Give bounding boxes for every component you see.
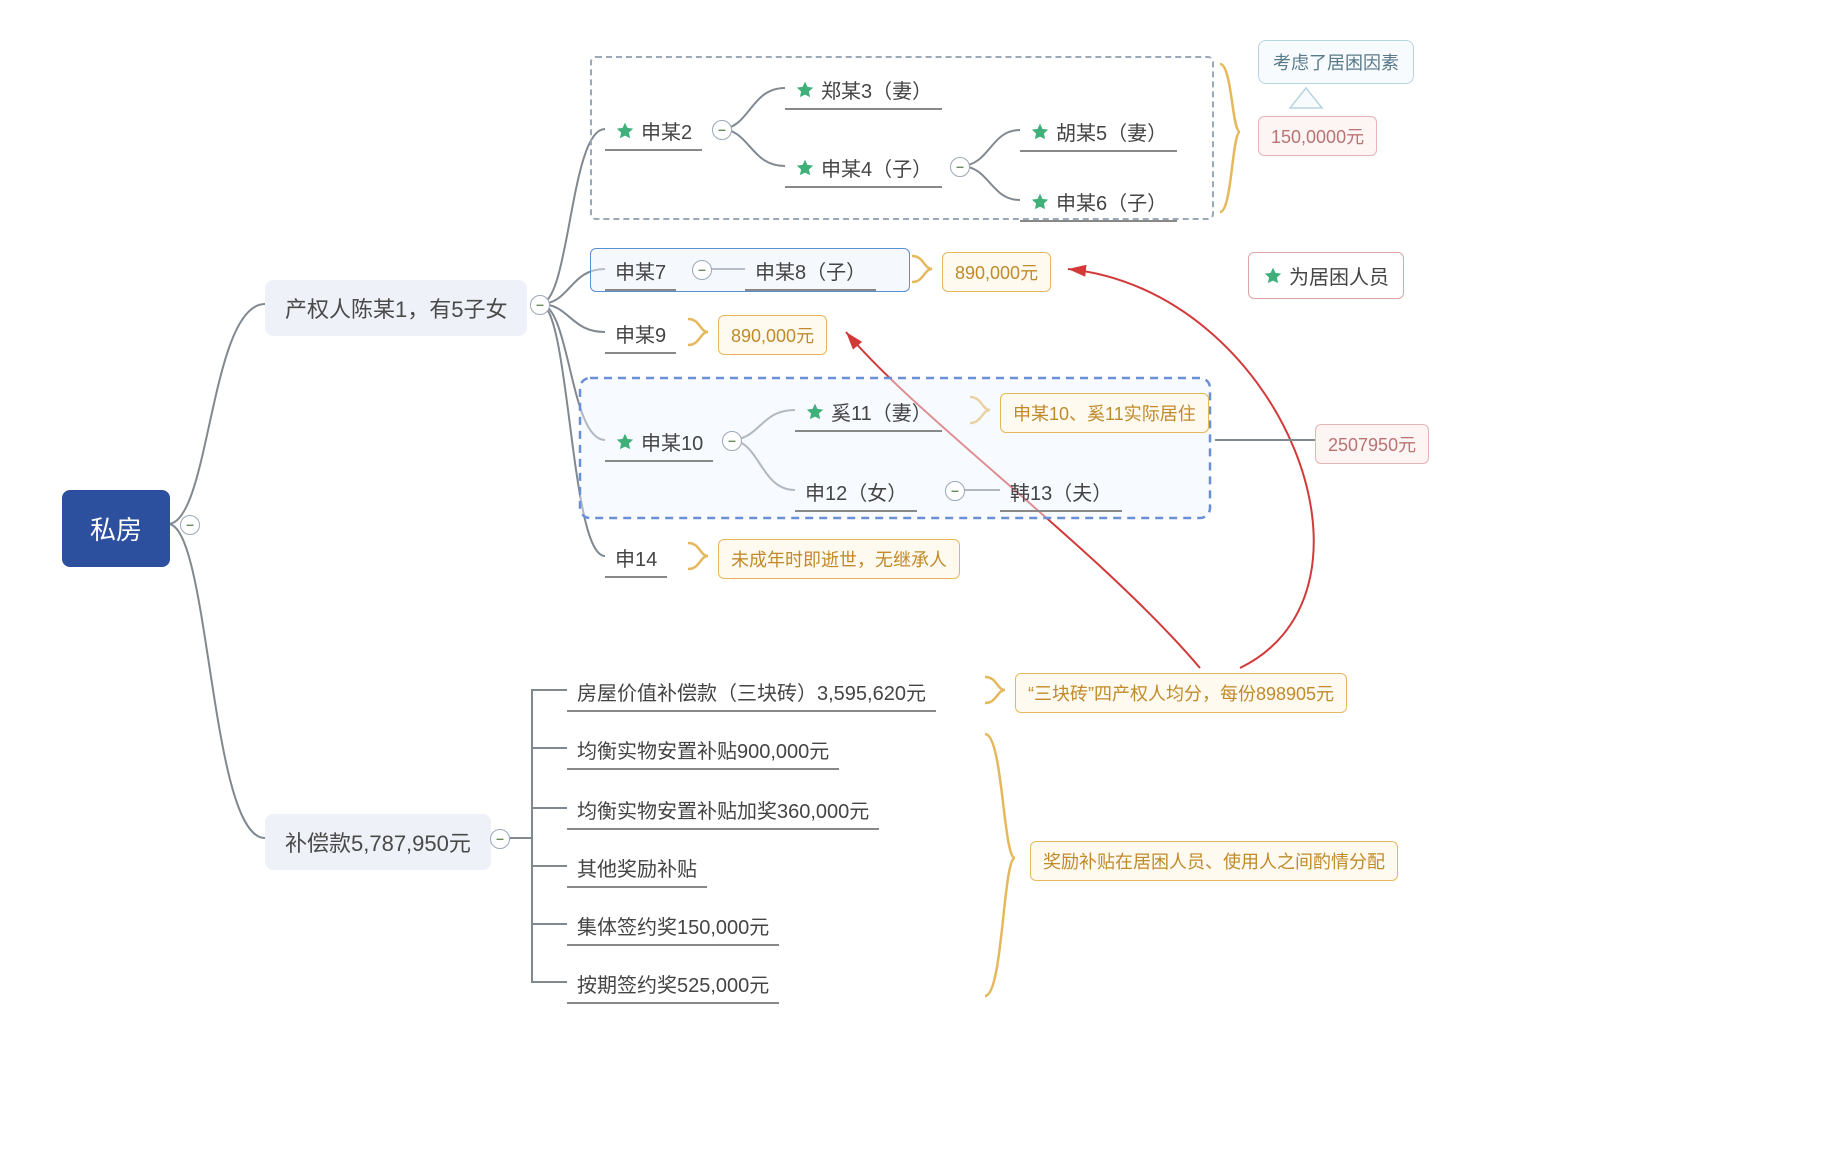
star-icon — [1030, 192, 1050, 212]
root-label: 私房 — [90, 510, 142, 547]
label: 未成年时即逝世，无继承人 — [731, 546, 947, 572]
label: 890,000元 — [731, 322, 814, 348]
collapse-owner[interactable] — [530, 295, 550, 315]
comp-branch[interactable]: 补偿款5,787,950元 — [265, 814, 491, 870]
collapse-shen12[interactable] — [945, 481, 965, 501]
collapse-shen10[interactable] — [722, 431, 742, 451]
comp-note-2: 奖励补贴在居困人员、使用人之间酌情分配 — [1030, 841, 1398, 881]
node-shen10[interactable]: 申某10 — [605, 423, 713, 462]
label: 申某10、奚11实际居住 — [1013, 400, 1196, 426]
collapse-root[interactable] — [180, 515, 200, 535]
note-shen14: 未成年时即逝世，无继承人 — [718, 539, 960, 579]
owner-label: 产权人陈某1，有5子女 — [285, 292, 507, 324]
collapse-shen7[interactable] — [692, 260, 712, 280]
comp-item-4[interactable]: 其他奖励补贴 — [567, 849, 707, 888]
label: 房屋价值补偿款（三块砖）3,595,620元 — [577, 677, 926, 706]
comp-item-2[interactable]: 均衡实物安置补贴900,000元 — [567, 731, 839, 770]
amount-shen9: 890,000元 — [718, 315, 827, 355]
label: 郑某3（妻） — [821, 75, 932, 104]
label: 胡某5（妻） — [1056, 117, 1167, 146]
label: 申12（女） — [805, 477, 907, 506]
label: 考虑了居困因素 — [1273, 49, 1399, 75]
node-hu5[interactable]: 胡某5（妻） — [1020, 113, 1177, 152]
node-zheng3[interactable]: 郑某3（妻） — [785, 71, 942, 110]
label: 申某6（子） — [1056, 187, 1167, 216]
node-shen8[interactable]: 申某8（子） — [745, 252, 876, 291]
owner-branch[interactable]: 产权人陈某1，有5子女 — [265, 280, 527, 336]
label: 申某7 — [615, 256, 666, 285]
legend-box: 为居困人员 — [1248, 252, 1404, 299]
star-icon — [615, 432, 635, 452]
label: 890,000元 — [955, 259, 1038, 285]
note-shen10-residence: 申某10、奚11实际居住 — [1000, 393, 1209, 433]
star-icon — [1263, 266, 1283, 286]
node-shen4[interactable]: 申某4（子） — [785, 149, 942, 188]
label: 集体签约奖150,000元 — [577, 911, 769, 940]
label: 申某8（子） — [755, 256, 866, 285]
amount-shen10-pink: 2507950元 — [1315, 424, 1429, 464]
star-icon — [1030, 122, 1050, 142]
label: 奚11（妻） — [831, 397, 932, 426]
amount-shen7: 890,000元 — [942, 252, 1051, 292]
node-shen6[interactable]: 申某6（子） — [1020, 183, 1177, 222]
label: 2507950元 — [1328, 431, 1416, 457]
comp-item-3[interactable]: 均衡实物安置补贴加奖360,000元 — [567, 791, 879, 830]
node-shen7[interactable]: 申某7 — [605, 252, 676, 291]
node-shen14[interactable]: 申14 — [605, 539, 667, 578]
label: 申某10 — [641, 427, 703, 456]
comp-item-5[interactable]: 集体签约奖150,000元 — [567, 907, 779, 946]
comp-label: 补偿款5,787,950元 — [285, 826, 471, 858]
comp-item-6[interactable]: 按期签约奖525,000元 — [567, 965, 779, 1004]
callout-top: 考虑了居困因素 — [1258, 40, 1414, 84]
star-icon — [795, 158, 815, 178]
node-han13[interactable]: 韩13（夫） — [1000, 473, 1122, 512]
comp-note-1: “三块砖”四产权人均分，每份898905元 — [1015, 673, 1347, 713]
label: 为居困人员 — [1289, 261, 1389, 290]
star-icon — [805, 402, 825, 422]
node-shen12[interactable]: 申12（女） — [795, 473, 917, 512]
amount-top-pink: 150,0000元 — [1258, 116, 1377, 156]
label: 申某9 — [615, 319, 666, 348]
star-icon — [615, 121, 635, 141]
label: 奖励补贴在居困人员、使用人之间酌情分配 — [1043, 848, 1385, 874]
collapse-shen4[interactable] — [950, 157, 970, 177]
label: 韩13（夫） — [1010, 477, 1112, 506]
label: 申某4（子） — [821, 153, 932, 182]
node-shen9[interactable]: 申某9 — [605, 315, 676, 354]
label: “三块砖”四产权人均分，每份898905元 — [1028, 680, 1334, 706]
star-icon — [795, 80, 815, 100]
node-xi11[interactable]: 奚11（妻） — [795, 393, 942, 432]
collapse-shen2[interactable] — [712, 120, 732, 140]
label: 按期签约奖525,000元 — [577, 969, 769, 998]
label: 均衡实物安置补贴900,000元 — [577, 735, 829, 764]
label: 150,0000元 — [1271, 123, 1364, 149]
label: 申某2 — [641, 116, 692, 145]
label: 均衡实物安置补贴加奖360,000元 — [577, 795, 869, 824]
root-node[interactable]: 私房 — [62, 490, 170, 567]
comp-item-1[interactable]: 房屋价值补偿款（三块砖）3,595,620元 — [567, 673, 936, 712]
label: 申14 — [615, 543, 657, 572]
node-shen2[interactable]: 申某2 — [605, 112, 702, 151]
collapse-comp[interactable] — [490, 829, 510, 849]
label: 其他奖励补贴 — [577, 853, 697, 882]
